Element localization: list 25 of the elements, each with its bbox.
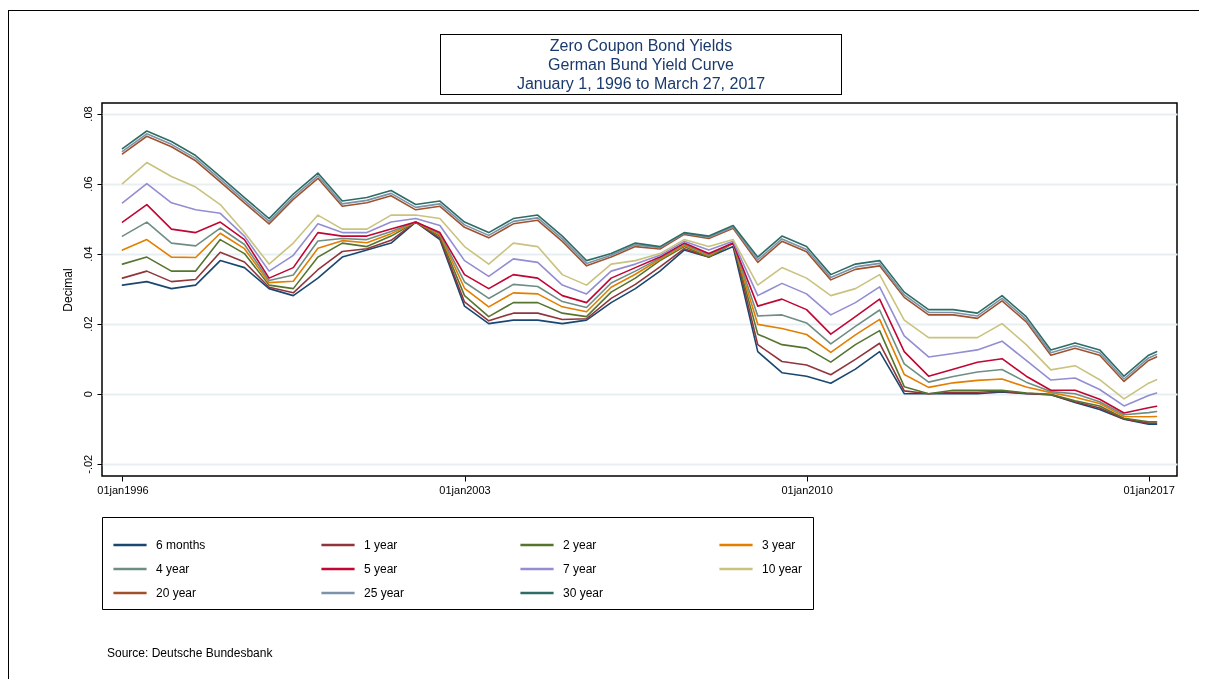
legend-label: 30 year [563,586,604,600]
legend-label: 25 year [364,586,405,600]
legend-label: 6 months [156,538,206,552]
y-tick-label: 0 [81,391,94,398]
source-note: Source: Deutsche Bundesbank [107,646,273,660]
y-tick-label: .02 [81,316,94,332]
legend-label: 2 year [563,538,597,552]
x-tick-label: 01jan1996 [97,483,149,496]
chart-subtitle: German Bund Yield Curve January 1, 1996 to March 27, 2017 [515,55,767,93]
y-tick-label: .04 [81,246,94,262]
legend-label: 5 year [364,562,398,576]
x-tick-label: 01jan2017 [1123,483,1175,496]
legend-label: 3 year [762,538,796,552]
legend-label: 20 year [156,586,197,600]
legend-label: 10 year [762,562,803,576]
x-tick-label: 01jan2003 [439,483,491,496]
chart-title: Zero Coupon Bond Yields [548,36,734,55]
legend-label: 7 year [563,562,597,576]
y-axis-title: Decimal [60,268,75,312]
y-tick-label: .08 [81,106,94,122]
x-tick-label: 01jan2010 [781,483,833,496]
y-tick-label: .06 [81,176,94,192]
legend-label: 1 year [364,538,398,552]
y-tick-label: -.02 [81,454,94,474]
legend-label: 4 year [156,562,190,576]
